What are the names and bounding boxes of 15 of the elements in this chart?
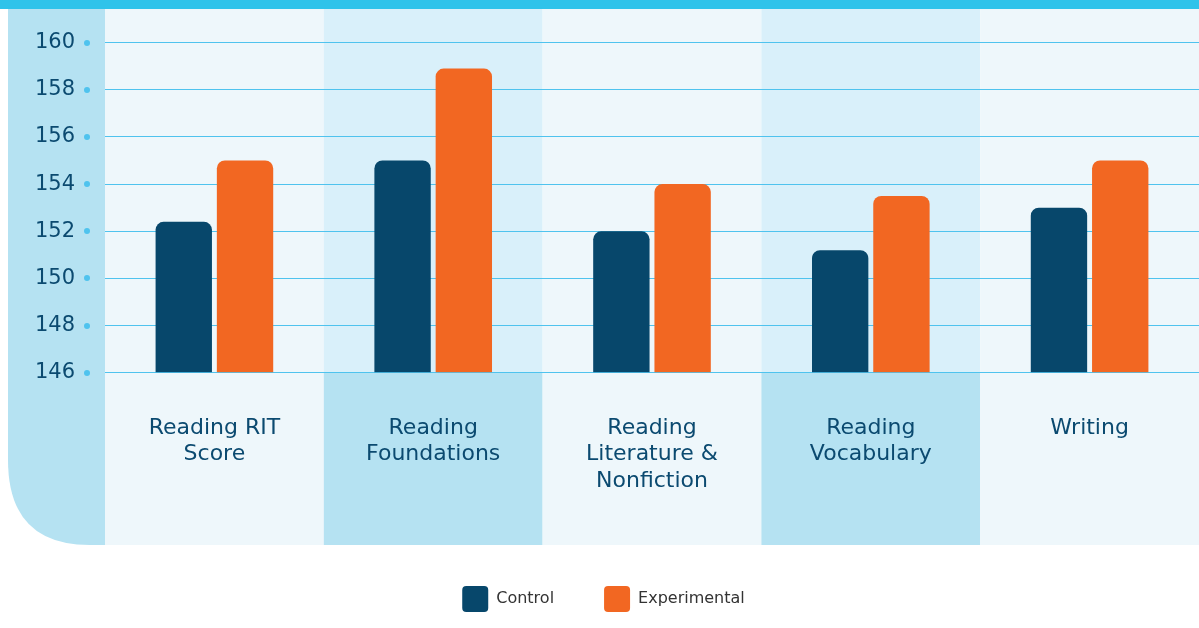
legend-label: Control	[496, 588, 555, 608]
x-tick-label: Reading Foundations	[366, 413, 501, 466]
y-tick-label: 152	[34, 217, 75, 242]
y-tick-label: 160	[34, 29, 75, 54]
y-tick-label: 156	[34, 123, 75, 148]
x-tick-label: Writing	[1050, 413, 1129, 439]
y-tick-label: 154	[34, 170, 75, 195]
x-tick-label: Reading Vocabulary	[809, 413, 932, 466]
legend-label: Experimental	[638, 588, 745, 608]
y-tick-label: 146	[34, 359, 75, 384]
y-tick-label: 158	[34, 76, 75, 101]
x-tick-label: Reading Literature & Nonfiction	[586, 413, 718, 492]
y-tick-label: 150	[34, 264, 75, 289]
y-tick-label: 148	[34, 312, 75, 337]
x-tick-label: Reading RIT Score	[148, 413, 281, 466]
